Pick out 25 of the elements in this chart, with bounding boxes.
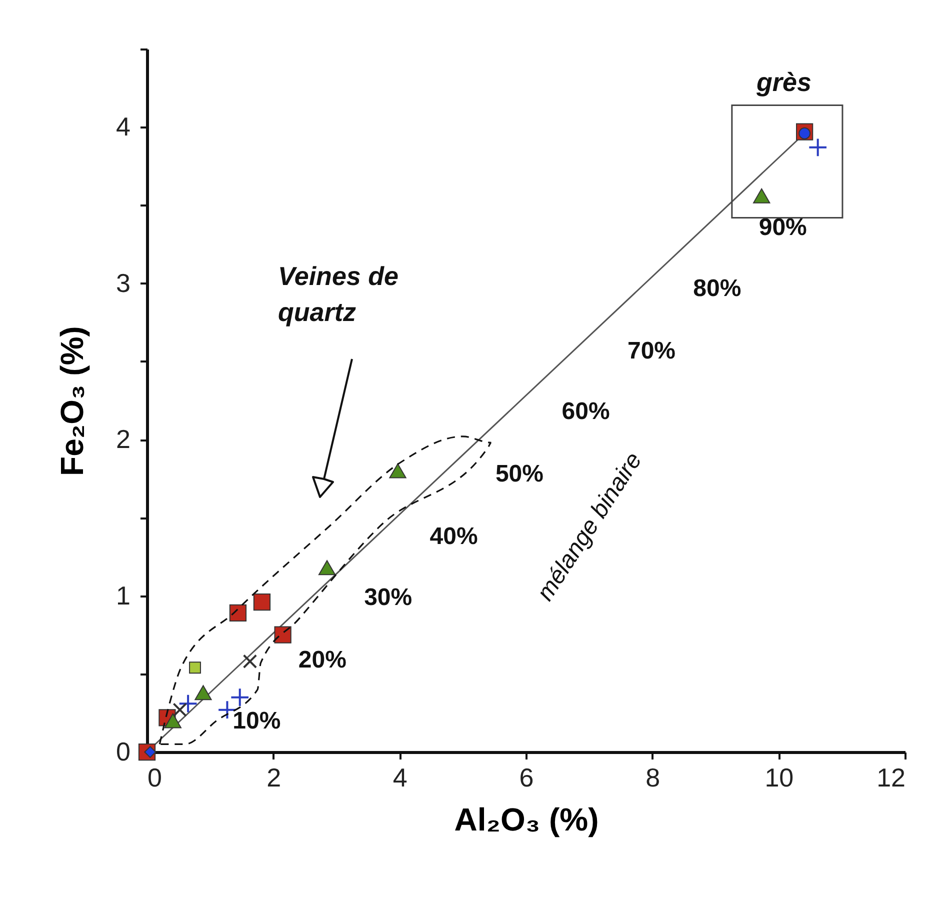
- annotation: 90%: [758, 214, 807, 241]
- x-tick-label: 6: [519, 762, 534, 792]
- annotation: 50%: [495, 460, 544, 488]
- y-axis-title: Fe₂O₃ (%): [54, 326, 90, 476]
- annotation: 60%: [562, 398, 610, 426]
- y-tick-label: 0: [116, 736, 130, 766]
- annotation: 30%: [364, 584, 412, 612]
- x-tick-label: 4: [392, 762, 408, 792]
- annotation: 70%: [627, 337, 676, 364]
- x-tick-label: 10: [764, 762, 794, 792]
- x-tick-label: 2: [266, 762, 282, 792]
- y-tick-label: 1: [116, 580, 130, 610]
- y-tick-label: 3: [116, 268, 130, 298]
- x-tick-label: 0: [148, 762, 162, 792]
- annotation: 10%: [232, 708, 281, 735]
- annotation: grès: [756, 67, 812, 97]
- x-axis-title: Al₂O₃ (%): [454, 802, 599, 838]
- annotation: 20%: [298, 646, 346, 674]
- x-tick-label: 12: [876, 762, 906, 792]
- annotation: Veines de quartz: [278, 261, 398, 327]
- x-tick-label: 8: [646, 762, 660, 792]
- y-tick-label: 2: [116, 424, 130, 454]
- annotation: 80%: [693, 274, 742, 302]
- annotation: 40%: [430, 523, 478, 550]
- y-tick-label: 4: [116, 112, 130, 142]
